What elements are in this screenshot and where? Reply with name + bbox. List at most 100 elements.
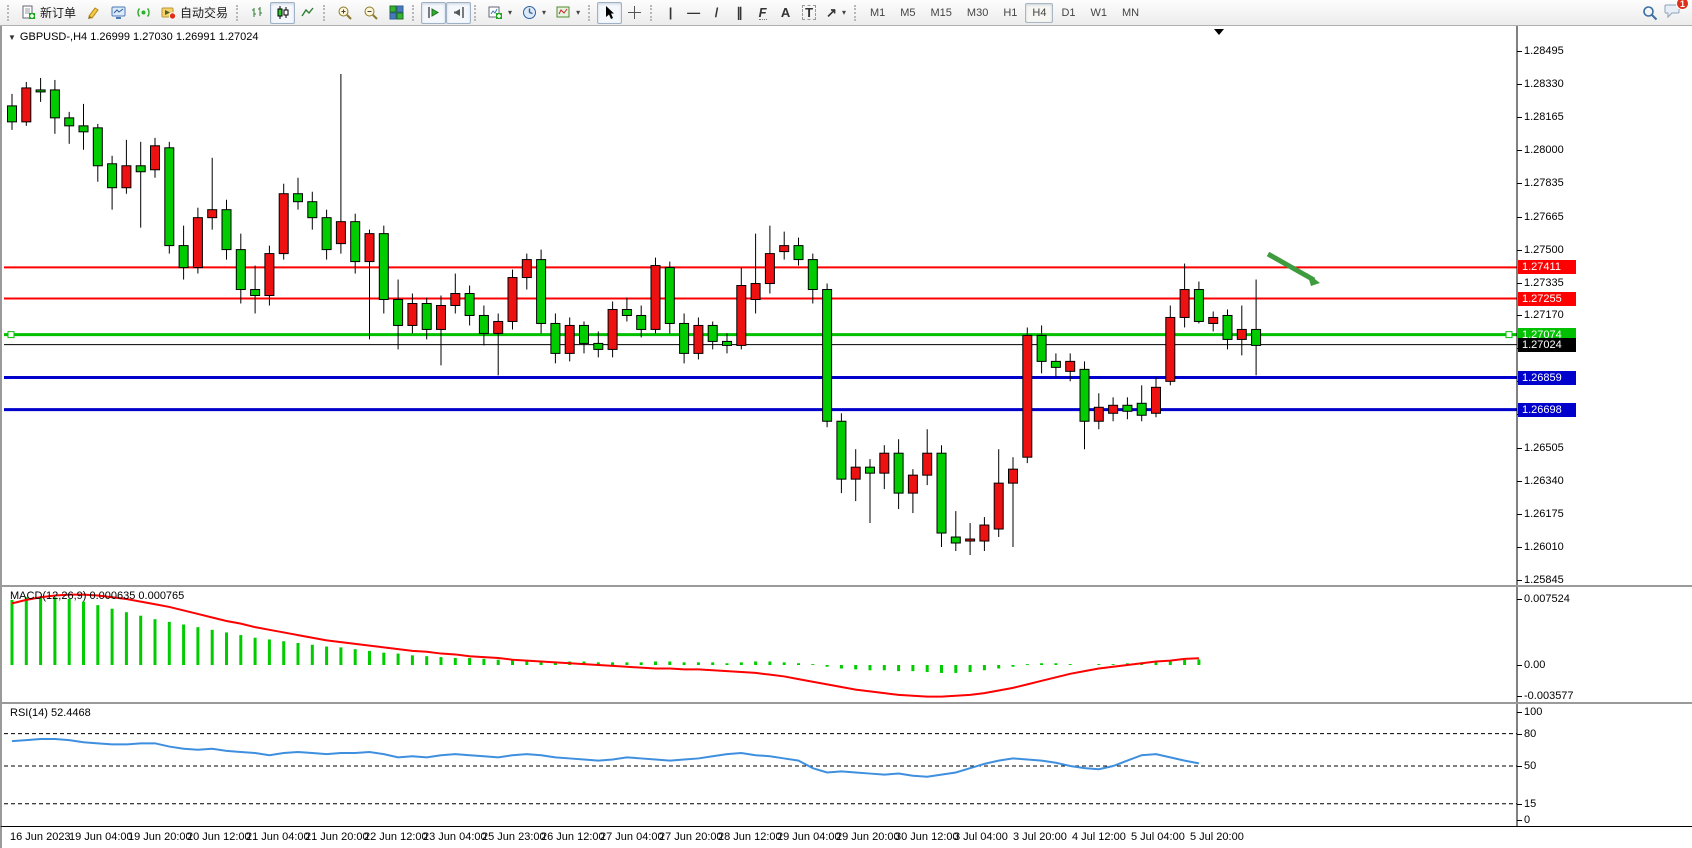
candle <box>722 340 732 346</box>
chart-shift-button[interactable] <box>446 1 472 24</box>
date-axis-label: 20 Jun 12:00 <box>187 831 251 843</box>
text-tool-button[interactable]: A <box>774 2 797 24</box>
level-price-tag: 1.26698 <box>1518 402 1576 417</box>
timeframe-button-m5[interactable]: M5 <box>900 6 916 19</box>
arrows-tool-dropdown-button[interactable]: ↗ ▾ <box>821 2 851 24</box>
date-axis-label: 5 Jul 04:00 <box>1131 831 1185 843</box>
zoom-in-button[interactable] <box>332 2 358 24</box>
date-axis-label: 26 Jun 12:00 <box>541 831 605 843</box>
timeframe-button-d1[interactable]: D1 <box>1061 6 1076 19</box>
candle <box>21 87 32 123</box>
indicators-dropdown-button[interactable]: ▾ <box>483 2 517 24</box>
arrows-tool-icon: ↗ <box>826 5 837 20</box>
notifications-button[interactable]: 1 <box>1664 0 1689 23</box>
price-axis-tick: 1.27170 <box>1517 309 1564 322</box>
candle <box>664 267 675 324</box>
line-chart-button[interactable] <box>295 2 320 24</box>
candle <box>178 245 189 269</box>
zoom-out-button[interactable] <box>358 2 384 24</box>
candle <box>493 320 504 334</box>
cursor-button[interactable] <box>597 1 623 24</box>
candle <box>736 285 747 346</box>
label-tool-button[interactable]: T <box>797 2 821 24</box>
annotation-arrow[interactable] <box>1266 251 1316 283</box>
candle <box>135 165 146 173</box>
main-toolbar: 新订单 自动交易 <box>0 0 1692 26</box>
terminal-button[interactable] <box>106 2 131 24</box>
candle <box>450 293 461 306</box>
cursor-icon <box>606 6 615 19</box>
timeframe-button-m30[interactable]: M30 <box>966 6 989 19</box>
candle <box>1093 406 1104 422</box>
macd-canvas[interactable] <box>2 587 1692 702</box>
candle <box>1136 402 1147 416</box>
timeframe-button-w1[interactable]: W1 <box>1090 6 1108 19</box>
new-order-button[interactable]: 新订单 <box>16 2 81 24</box>
tile-windows-icon <box>389 5 404 20</box>
signals-button[interactable] <box>131 2 156 24</box>
equidistant-channel-icon: ∥ <box>736 5 743 20</box>
toolbar-grip[interactable] <box>853 4 858 21</box>
candle <box>164 147 175 247</box>
date-axis-label: 27 Jun 04:00 <box>600 831 664 843</box>
candle <box>865 466 875 474</box>
collapse-triangle-icon[interactable]: ▼ <box>8 32 16 42</box>
timeframe-button-m1[interactable]: M1 <box>869 6 886 19</box>
candle <box>250 289 261 297</box>
toolbar-grip[interactable] <box>323 4 327 21</box>
date-axis-label: 5 Jul 20:00 <box>1190 831 1244 843</box>
notification-badge: 1 <box>1676 0 1689 10</box>
styler-button[interactable] <box>81 2 106 24</box>
date-axis-label: 30 Jun 12:00 <box>895 831 959 843</box>
line-handle[interactable] <box>7 331 15 339</box>
price-axis-tick: 1.25845 <box>1517 573 1564 586</box>
rsi-canvas[interactable] <box>2 704 1692 826</box>
auto-scroll-button[interactable] <box>421 1 447 24</box>
search-icon[interactable] <box>1642 5 1658 21</box>
toolbar-grip[interactable] <box>412 4 416 21</box>
templates-dropdown-button[interactable]: ▾ <box>551 2 585 24</box>
rsi-axis-tick: 15 <box>1516 797 1537 810</box>
dropdown-arrow-icon: ▾ <box>576 8 581 17</box>
vertical-line-tool-button[interactable]: | <box>659 2 682 24</box>
candle <box>221 209 232 251</box>
trendline-tool-button[interactable]: / <box>705 2 728 24</box>
trendline-icon: / <box>714 5 719 20</box>
timeframe-button-mn[interactable]: MN <box>1122 6 1140 19</box>
candle <box>764 253 775 285</box>
chart-shift-marker-icon[interactable] <box>1214 29 1224 35</box>
bar-chart-button[interactable] <box>245 2 270 24</box>
toolbar-grip[interactable] <box>588 4 592 21</box>
channel-tool-button[interactable]: ∥ <box>728 2 751 24</box>
horizontal-line-tool-button[interactable]: — <box>682 2 705 24</box>
symbol-ohlc-text: GBPUSD-,H4 1.26999 1.27030 1.26991 1.270… <box>19 31 259 43</box>
crosshair-button[interactable] <box>622 2 647 24</box>
toolbar-grip[interactable] <box>650 4 654 21</box>
candlestick-chart-button[interactable] <box>270 1 296 24</box>
toolbar-grip[interactable] <box>474 4 478 21</box>
toolbar-grip[interactable] <box>236 4 240 21</box>
timeframe-button-h1[interactable]: H1 <box>1003 6 1018 19</box>
signal-icon <box>137 8 150 17</box>
periods-dropdown-button[interactable]: ▾ <box>517 2 551 24</box>
macd-panel: MACD(12,26,9) 0.000635 0.000765 0.007524… <box>0 585 1692 702</box>
price-axis-tick: 1.28330 <box>1517 77 1564 90</box>
timeframe-button-m15[interactable]: M15 <box>930 6 952 19</box>
line-handle[interactable] <box>1505 331 1513 339</box>
candle <box>993 482 1004 530</box>
candle <box>207 209 218 219</box>
candle <box>1222 314 1233 340</box>
candle <box>693 324 704 354</box>
tile-windows-button[interactable] <box>384 2 409 24</box>
fibonacci-tool-button[interactable]: F <box>751 2 774 24</box>
price-chart-canvas[interactable] <box>2 26 1692 585</box>
time-axis[interactable]: 16 Jun 2023 19 Jun 04:00 19 Jun 20:00 20 Ju… <box>0 826 1692 848</box>
autotrading-button[interactable]: 自动交易 <box>156 2 233 24</box>
candle <box>1193 289 1204 322</box>
current-price-tag: 1.27024 <box>1518 337 1576 352</box>
candle <box>192 217 203 269</box>
macd-axis-tick: 0.00 <box>1516 659 1546 671</box>
timeframe-button-h4[interactable]: H4 <box>1025 2 1054 23</box>
toolbar-grip[interactable] <box>7 4 11 21</box>
annotation-arrow-head[interactable] <box>1307 273 1320 286</box>
